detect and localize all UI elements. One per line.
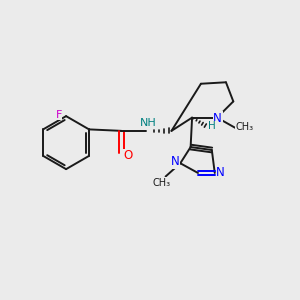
Text: N: N (171, 155, 179, 168)
Text: CH₃: CH₃ (235, 122, 253, 132)
Text: O: O (123, 149, 133, 162)
Text: N: N (216, 167, 225, 179)
Text: CH₃: CH₃ (153, 178, 171, 188)
Text: NH: NH (140, 118, 156, 128)
Text: F: F (56, 110, 62, 120)
Text: N: N (213, 112, 222, 125)
Text: H: H (208, 122, 216, 131)
